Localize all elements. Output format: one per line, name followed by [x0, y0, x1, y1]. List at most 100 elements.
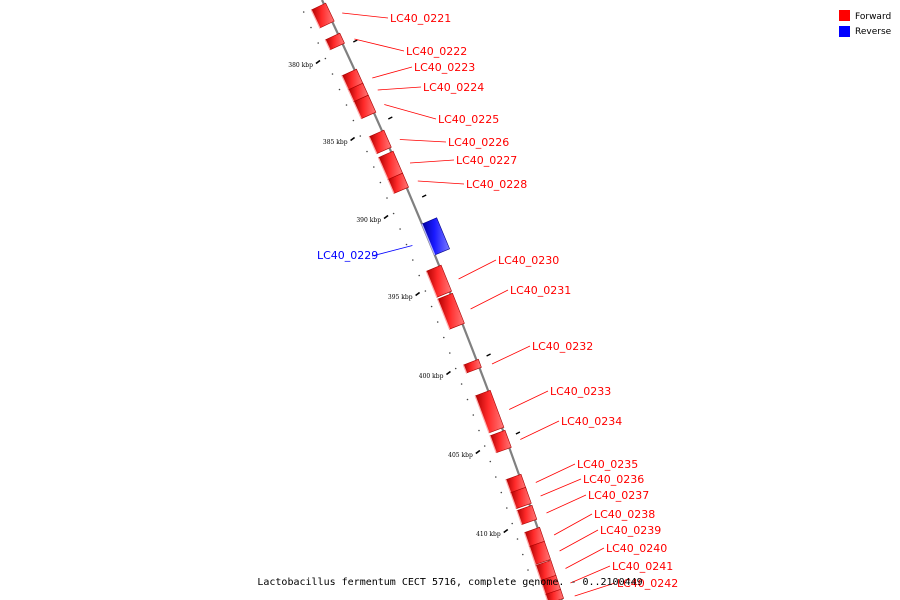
- outer-tick-mark: [387, 116, 393, 120]
- gene-block-highlight: [353, 101, 362, 119]
- scale-dot: [449, 352, 451, 354]
- gene-block-highlight: [523, 532, 530, 547]
- scale-tick-mark: [445, 370, 451, 376]
- outer-tick-mark: [352, 39, 358, 43]
- gene-leader-line: [535, 463, 576, 483]
- scale-dot: [310, 26, 312, 29]
- gene-block-highlight: [509, 492, 517, 509]
- gene-label-lc40-0242[interactable]: LC40_0242: [617, 577, 678, 590]
- gene-label-lc40-0221[interactable]: LC40_0221: [390, 12, 451, 25]
- gene-block-lc40-0234[interactable]: [489, 429, 512, 454]
- gene-label-lc40-0222[interactable]: LC40_0222: [406, 45, 467, 58]
- gene-block-highlight: [489, 435, 497, 454]
- gene-label-lc40-0237[interactable]: LC40_0237: [588, 489, 649, 502]
- gene-block-highlight: [462, 364, 468, 374]
- scale-dot: [424, 290, 427, 292]
- gene-leader-line: [520, 420, 560, 440]
- gene-leader-line: [470, 289, 509, 310]
- gene-block-highlight: [347, 89, 355, 103]
- gene-block-highlight: [516, 510, 523, 525]
- gene-label-lc40-0238[interactable]: LC40_0238: [594, 508, 655, 521]
- gene-leader-line: [491, 345, 531, 365]
- scale-tick-label: 410 kbp: [476, 531, 501, 538]
- gene-block-lc40-0237[interactable]: [516, 504, 538, 525]
- gene-block-highlight: [474, 395, 490, 434]
- gene-block-highlight: [425, 271, 438, 298]
- gene-label-lc40-0224[interactable]: LC40_0224: [423, 81, 484, 94]
- gene-block-highlight: [437, 298, 451, 330]
- scale-dot: [412, 259, 414, 261]
- gene-label-lc40-0233[interactable]: LC40_0233: [550, 385, 611, 398]
- scale-dot: [386, 197, 388, 199]
- scale-tick-label: 405 kbp: [448, 452, 473, 459]
- gene-leader-line: [342, 12, 389, 19]
- gene-label-lc40-0232[interactable]: LC40_0232: [532, 340, 593, 353]
- scale-dot: [506, 507, 508, 509]
- gene-label-lc40-0230[interactable]: LC40_0230: [498, 254, 559, 267]
- scale-tick-mark: [315, 59, 321, 65]
- gene-label-lc40-0228[interactable]: LC40_0228: [466, 178, 527, 191]
- scale-dot: [399, 228, 401, 230]
- scale-dot: [331, 73, 334, 75]
- gene-block-lc40-0231[interactable]: [437, 292, 465, 330]
- gene-label-lc40-0223[interactable]: LC40_0223: [414, 61, 475, 74]
- scale-dot: [460, 383, 463, 385]
- gene-leader-line: [377, 86, 422, 91]
- scale-dot: [373, 166, 375, 168]
- gene-features: [310, 2, 564, 600]
- scale-tick-label: 385 kbp: [323, 139, 348, 146]
- scale-dot: [338, 88, 341, 91]
- gene-label-lc40-0240[interactable]: LC40_0240: [606, 542, 667, 555]
- gene-block-highlight: [377, 157, 389, 180]
- gene-block-highlight: [535, 565, 542, 581]
- gene-leader-line: [540, 478, 582, 497]
- genome-caption: Lactobacillus fermentum CECT 5716, compl…: [257, 577, 643, 588]
- gene-leader-line: [559, 529, 599, 552]
- legend-reverse-swatch: [839, 26, 850, 37]
- gene-label-lc40-0225[interactable]: LC40_0225: [438, 113, 499, 126]
- gene-label-lc40-0236[interactable]: LC40_0236: [583, 473, 644, 486]
- gene-block-lc40-0221[interactable]: [310, 2, 335, 29]
- scale-dot: [466, 398, 469, 401]
- gene-block-highlight: [341, 75, 350, 93]
- gene-block-lc40-0242[interactable]: [545, 589, 564, 600]
- gene-label-lc40-0226[interactable]: LC40_0226: [448, 136, 509, 149]
- scale-dot: [317, 42, 320, 44]
- gene-label-lc40-0239[interactable]: LC40_0239: [600, 524, 661, 537]
- scale-dot: [418, 274, 421, 277]
- scale-dot: [478, 429, 480, 432]
- scale-tick-mark: [415, 291, 421, 297]
- gene-leader-line: [546, 494, 587, 514]
- gene-block-highlight: [368, 136, 378, 154]
- scale-dot: [324, 57, 327, 60]
- scale-dot: [489, 460, 492, 463]
- gene-block-highlight: [540, 580, 546, 595]
- gene-label-lc40-0235[interactable]: LC40_0235: [577, 458, 638, 471]
- gene-leader-line: [417, 180, 465, 185]
- legend: Forward Reverse: [839, 10, 892, 37]
- scale-dot: [472, 414, 475, 416]
- gene-label-lc40-0227[interactable]: LC40_0227: [456, 154, 517, 167]
- gene-block-lc40-0233[interactable]: [474, 389, 505, 434]
- outer-tick-mark: [515, 431, 521, 435]
- scale-ticks: 380 kbp 385 kbp 390 kbp 395 kbp 400 kbp 405 k…: [288, 39, 521, 538]
- gene-label-lc40-0241[interactable]: LC40_0241: [612, 560, 673, 573]
- legend-forward-label: Forward: [855, 12, 891, 22]
- gene-block-highlight: [387, 179, 395, 194]
- gene-label-lc40-0234[interactable]: LC40_0234: [561, 415, 622, 428]
- scale-dot: [443, 336, 445, 339]
- gene-block-lc40-0226[interactable]: [368, 129, 392, 155]
- inner-dot-scale: [302, 11, 534, 587]
- gene-label-lc40-0229[interactable]: LC40_0229: [317, 249, 378, 262]
- gene-leader-line: [399, 139, 447, 143]
- scale-dot: [352, 119, 355, 122]
- gene-label-lc40-0231[interactable]: LC40_0231: [510, 284, 571, 297]
- scale-tick-label: 390 kbp: [356, 217, 381, 224]
- legend-reverse-label: Reverse: [855, 27, 892, 37]
- scale-tick-label: 400 kbp: [419, 373, 444, 380]
- gene-leader-line: [354, 38, 405, 52]
- scale-tick-label: 395 kbp: [388, 294, 413, 301]
- scale-dot: [405, 243, 408, 246]
- scale-dot: [366, 150, 368, 153]
